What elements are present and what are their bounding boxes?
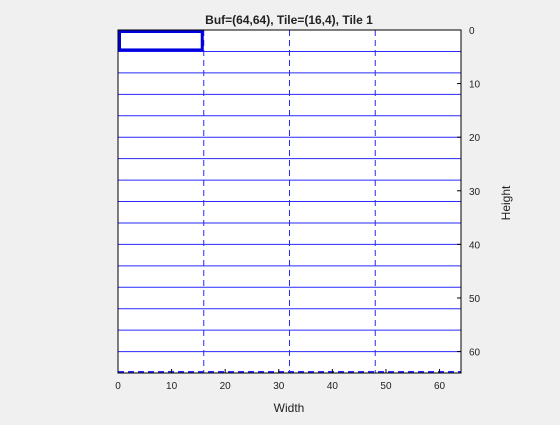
y-tick-label: 10 [469,80,481,91]
x-tick-label: 20 [220,381,232,392]
y-tick-label: 60 [469,348,481,359]
axes-frame [117,29,462,374]
y-tick-label: 30 [469,187,481,198]
y-tick-label: 40 [469,240,481,251]
x-axis-ticks: 0 10 20 30 40 50 60 [115,369,446,392]
x-tick-label: 50 [380,381,392,392]
y-axis-ticks: 0 10 20 30 40 50 60 [457,26,481,359]
y-axis-label: Height [499,185,513,220]
highlighted-tile [118,30,204,52]
chart-title: Buf=(64,64), Tile=(16,4), Tile 1 [205,13,373,27]
x-tick-label: 30 [273,381,285,392]
x-tick-label: 10 [166,381,178,392]
x-axis-label: Width [274,401,305,415]
x-tick-label: 60 [434,381,446,392]
y-tick-label: 0 [469,26,475,37]
tile-grid-lines [118,30,461,373]
x-tick-label: 0 [115,381,121,392]
y-tick-label: 20 [469,133,481,144]
x-tick-label: 40 [327,381,339,392]
y-tick-label: 50 [469,294,481,305]
